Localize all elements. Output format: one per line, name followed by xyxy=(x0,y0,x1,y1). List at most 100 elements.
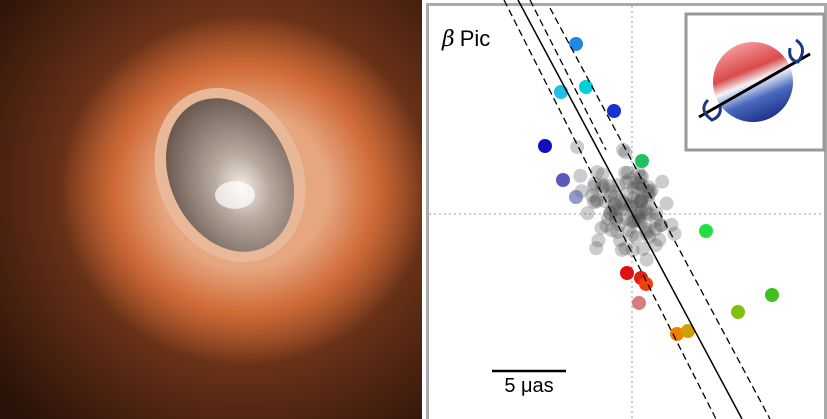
gray-point xyxy=(622,222,637,237)
gray-point xyxy=(641,188,656,203)
gray-points xyxy=(570,139,682,267)
error-line xyxy=(503,0,717,419)
gray-point xyxy=(634,169,649,184)
point xyxy=(699,224,713,238)
gray-point xyxy=(608,204,623,219)
gray-point xyxy=(634,205,649,220)
gray-point xyxy=(644,183,659,198)
gray-point xyxy=(631,211,646,226)
gray-point xyxy=(641,195,656,210)
gray-point xyxy=(631,176,646,191)
gray-point xyxy=(605,184,620,199)
gray-point xyxy=(589,194,604,209)
gray-point xyxy=(573,168,588,183)
point xyxy=(620,266,634,280)
gray-point xyxy=(594,220,609,235)
gray-point xyxy=(624,198,639,213)
gray-point xyxy=(641,180,656,195)
gray-point xyxy=(597,194,612,209)
gray-point xyxy=(648,221,663,236)
gray-point xyxy=(641,224,656,239)
gray-point xyxy=(590,165,605,180)
gray-point xyxy=(639,226,654,241)
gray-point xyxy=(639,252,654,267)
point xyxy=(632,296,646,310)
gray-point xyxy=(633,194,648,209)
gray-point xyxy=(595,181,610,196)
gray-point xyxy=(607,190,622,205)
gray-point xyxy=(634,193,649,208)
gray-point xyxy=(570,139,585,154)
point xyxy=(569,190,583,204)
gray-point xyxy=(589,241,604,256)
error-line xyxy=(549,7,771,419)
gray-point xyxy=(595,167,610,182)
point xyxy=(579,80,593,94)
point xyxy=(670,327,684,341)
star-glow xyxy=(215,181,255,209)
gray-point xyxy=(594,177,609,192)
gray-point xyxy=(624,214,639,229)
gray-point xyxy=(604,223,619,238)
inset-axis xyxy=(698,52,811,119)
gray-point xyxy=(620,165,635,180)
gray-point xyxy=(628,176,643,191)
point xyxy=(731,305,745,319)
point xyxy=(607,104,621,118)
gray-point xyxy=(590,192,605,207)
gray-point xyxy=(640,184,655,199)
gray-point xyxy=(616,196,631,211)
point xyxy=(681,324,695,338)
gray-point xyxy=(618,241,633,256)
gray-point xyxy=(627,181,642,196)
gray-point xyxy=(635,179,650,194)
plot-panel: β Pic 5 μas xyxy=(426,0,827,419)
gray-point xyxy=(616,142,631,157)
gray-point xyxy=(638,202,653,217)
gray-point xyxy=(607,197,622,212)
gray-point xyxy=(649,206,664,221)
gray-point xyxy=(643,207,658,222)
gray-point xyxy=(587,180,602,195)
point xyxy=(556,173,570,187)
target-label: β Pic xyxy=(441,26,490,52)
axis-line xyxy=(517,0,743,419)
gray-point xyxy=(607,196,622,211)
cavity xyxy=(165,98,295,252)
gray-point xyxy=(624,199,639,214)
gray-point xyxy=(610,202,625,217)
gray-point xyxy=(655,174,670,189)
gray-point xyxy=(633,214,648,229)
gray-point xyxy=(648,238,663,253)
gray-point xyxy=(591,233,606,248)
gray-point xyxy=(633,194,648,209)
gray-point xyxy=(633,177,648,192)
gray-point xyxy=(631,181,646,196)
gray-point xyxy=(642,229,657,244)
gray-point xyxy=(608,212,623,227)
gray-point xyxy=(619,211,634,226)
point xyxy=(765,288,779,302)
artist-impression xyxy=(0,0,422,419)
gray-point xyxy=(603,188,618,203)
inset-rotation-arrow xyxy=(702,98,722,122)
point xyxy=(635,154,649,168)
gray-point xyxy=(610,225,625,240)
gray-point xyxy=(664,217,679,232)
point xyxy=(554,85,568,99)
gray-point xyxy=(618,165,633,180)
colored-points xyxy=(538,37,779,341)
error-line xyxy=(529,0,607,151)
gray-point xyxy=(631,203,646,218)
gray-point xyxy=(629,194,644,209)
gray-point xyxy=(635,191,650,206)
gray-point xyxy=(586,195,601,210)
scale-bar-label: 5 μas xyxy=(504,375,553,397)
gray-point xyxy=(632,214,647,229)
gray-point xyxy=(599,218,614,233)
gray-point xyxy=(600,211,615,226)
gray-point xyxy=(652,232,667,247)
inset-rotation-arrow xyxy=(788,38,804,64)
gray-point xyxy=(648,213,663,228)
